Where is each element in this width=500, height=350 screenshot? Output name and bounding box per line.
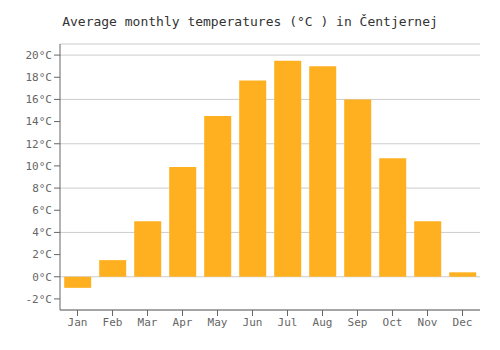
svg-text:2°C: 2°C: [32, 248, 52, 261]
svg-text:0°C: 0°C: [32, 271, 52, 284]
svg-text:18°C: 18°C: [26, 71, 53, 84]
svg-text:Jan: Jan: [68, 316, 88, 329]
svg-text:Sep: Sep: [348, 316, 368, 329]
svg-text:Apr: Apr: [173, 316, 193, 329]
svg-text:Jul: Jul: [278, 316, 298, 329]
svg-text:10°C: 10°C: [26, 160, 53, 173]
svg-text:12°C: 12°C: [26, 138, 53, 151]
svg-text:-2°C: -2°C: [26, 293, 53, 306]
svg-text:8°C: 8°C: [32, 182, 52, 195]
svg-text:Dec: Dec: [453, 316, 473, 329]
svg-text:Jun: Jun: [243, 316, 263, 329]
svg-text:16°C: 16°C: [26, 93, 53, 106]
svg-text:20°C: 20°C: [26, 49, 53, 62]
svg-text:Mar: Mar: [138, 316, 158, 329]
svg-text:Oct: Oct: [383, 316, 403, 329]
html-text:Average monthly temperatures (: Average monthly temperatures (°C ) in Če…: [62, 14, 438, 29]
svg-text:May: May: [208, 316, 228, 329]
svg-text:4°C: 4°C: [32, 226, 52, 239]
svg-text:14°C: 14°C: [26, 115, 53, 128]
svg-text:Aug: Aug: [313, 316, 333, 329]
svg-text:Feb: Feb: [103, 316, 123, 329]
svg-text:6°C: 6°C: [32, 204, 52, 217]
svg-text:Nov: Nov: [418, 316, 438, 329]
